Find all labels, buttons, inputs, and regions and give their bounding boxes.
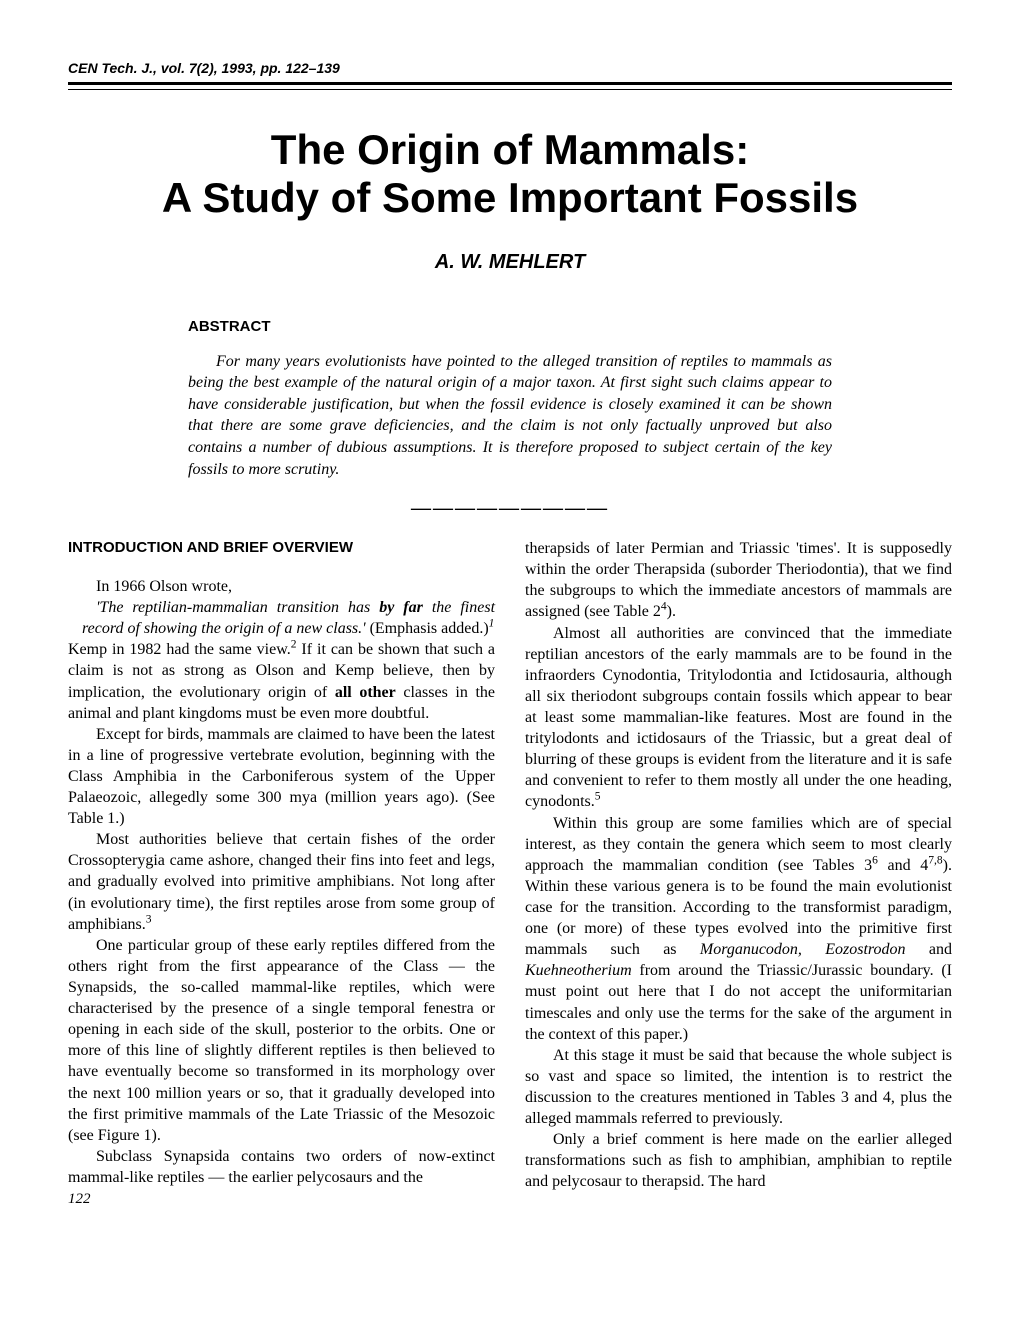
body-paragraph: therapsids of later Permian and Triassic…: [525, 538, 952, 622]
body-paragraph: Most authorities believe that certain fi…: [68, 829, 495, 935]
footnote-ref: 1: [489, 618, 495, 630]
abstract-block: ABSTRACT For many years evolutionists ha…: [188, 318, 832, 481]
author: A. W. MEHLERT: [68, 251, 952, 274]
section-heading-intro: INTRODUCTION AND BRIEF OVERVIEW: [68, 538, 495, 558]
quote-text: 'The reptilian-mammalian transition has: [96, 599, 379, 616]
body-paragraph: Subclass Synapsida contains two orders o…: [68, 1146, 495, 1188]
body-text: ).: [667, 603, 676, 620]
body-paragraph: At this stage it must be said that becau…: [525, 1045, 952, 1129]
body-paragraph: Only a brief comment is here made on the…: [525, 1129, 952, 1192]
page-number: 122: [68, 1190, 495, 1210]
body-text: therapsids of later Permian and Triassic…: [525, 540, 952, 620]
abstract-heading: ABSTRACT: [188, 318, 832, 335]
page: CEN Tech. J., vol. 7(2), 1993, pp. 122–1…: [0, 0, 1020, 1250]
footnote-ref: 5: [595, 791, 601, 803]
body-paragraph: Within this group are some families whic…: [525, 813, 952, 1045]
quote-emphasis: by far: [379, 599, 423, 616]
body-text: Almost all authorities are convinced tha…: [525, 625, 952, 811]
body-text: Most authorities believe that certain fi…: [68, 831, 495, 932]
two-column-body: INTRODUCTION AND BRIEF OVERVIEW In 1966 …: [68, 538, 952, 1210]
abstract-text: For many years evolutionists have pointe…: [188, 351, 832, 481]
title-line-2: A Study of Some Important Fossils: [162, 174, 858, 221]
body-emphasis: all other: [335, 684, 396, 701]
section-divider: —————————: [68, 498, 952, 518]
body-paragraph: One particular group of these early rept…: [68, 935, 495, 1146]
right-column: therapsids of later Permian and Triassic…: [525, 538, 952, 1210]
quote-note: (Emphasis added.): [366, 620, 489, 637]
header-rule: [68, 82, 952, 90]
left-column: INTRODUCTION AND BRIEF OVERVIEW In 1966 …: [68, 538, 495, 1210]
footnote-ref: 7,8: [928, 854, 942, 866]
block-quote: 'The reptilian-mammalian transition has …: [82, 597, 495, 639]
footnote-ref: 3: [146, 913, 152, 925]
body-paragraph: Kemp in 1982 had the same view.2 If it c…: [68, 639, 495, 723]
body-paragraph: Except for birds, mammals are claimed to…: [68, 724, 495, 830]
body-text: and 4: [878, 857, 928, 874]
title-line-1: The Origin of Mammals:: [271, 126, 749, 173]
article-title: The Origin of Mammals: A Study of Some I…: [68, 126, 952, 223]
body-text: Kemp in 1982 had the same view.: [68, 641, 291, 658]
genus-name: Kuehneotherium: [525, 962, 632, 979]
body-paragraph: Almost all authorities are convinced tha…: [525, 623, 952, 813]
body-text: and: [906, 941, 952, 958]
body-text: In 1966 Olson wrote,: [96, 578, 232, 595]
running-head: CEN Tech. J., vol. 7(2), 1993, pp. 122–1…: [68, 60, 952, 76]
genus-name: Morganucodon, Eozostrodon: [700, 941, 906, 958]
body-paragraph: In 1966 Olson wrote,: [68, 576, 495, 597]
